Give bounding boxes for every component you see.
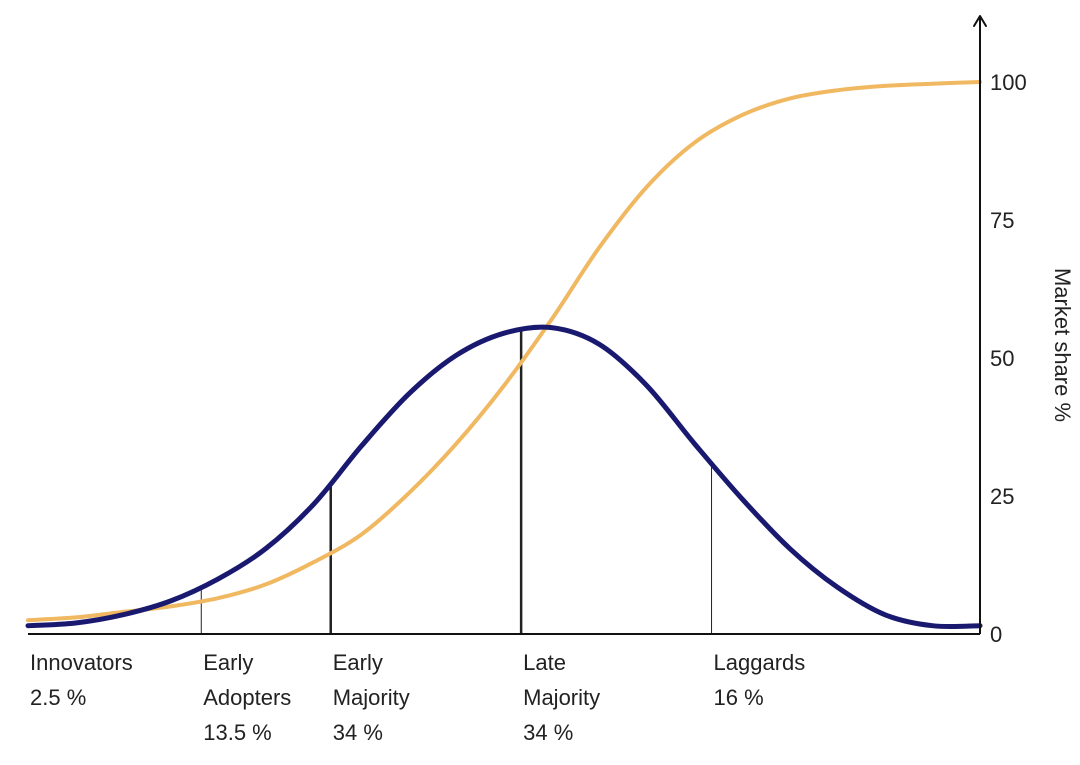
segment-name: Innovators bbox=[30, 650, 133, 675]
segment-name: Laggards bbox=[714, 650, 806, 675]
y-axis-arrow-icon bbox=[973, 15, 987, 27]
segment-dividers bbox=[200, 331, 713, 634]
segment-labels: Innovators 2.5 % Early Adopters 13.5 % Early M… bbox=[30, 650, 805, 745]
segment-name: Late bbox=[523, 650, 566, 675]
y-tick-label: 25 bbox=[990, 484, 1014, 509]
y-tick-label: 50 bbox=[990, 346, 1014, 371]
y-tick-label: 75 bbox=[990, 208, 1014, 233]
segment-name: Adopters bbox=[203, 685, 291, 710]
segment-share: 34 % bbox=[333, 720, 383, 745]
y-axis-title: Market share % bbox=[1050, 268, 1075, 422]
segment-share: 16 % bbox=[714, 685, 764, 710]
segment-share: 34 % bbox=[523, 720, 573, 745]
y-tick-label: 100 bbox=[990, 70, 1027, 95]
segment-name: Majority bbox=[333, 685, 410, 710]
segment-share: 2.5 % bbox=[30, 685, 86, 710]
segment-share: 13.5 % bbox=[203, 720, 271, 745]
segment-name: Early bbox=[203, 650, 253, 675]
segment-name: Majority bbox=[523, 685, 600, 710]
y-tick-labels: 0 25 50 75 100 bbox=[990, 70, 1027, 647]
segment-name: Early bbox=[333, 650, 383, 675]
y-tick-label: 0 bbox=[990, 622, 1002, 647]
adoption-bell-curve bbox=[25, 324, 983, 630]
market-share-curve bbox=[26, 80, 982, 623]
